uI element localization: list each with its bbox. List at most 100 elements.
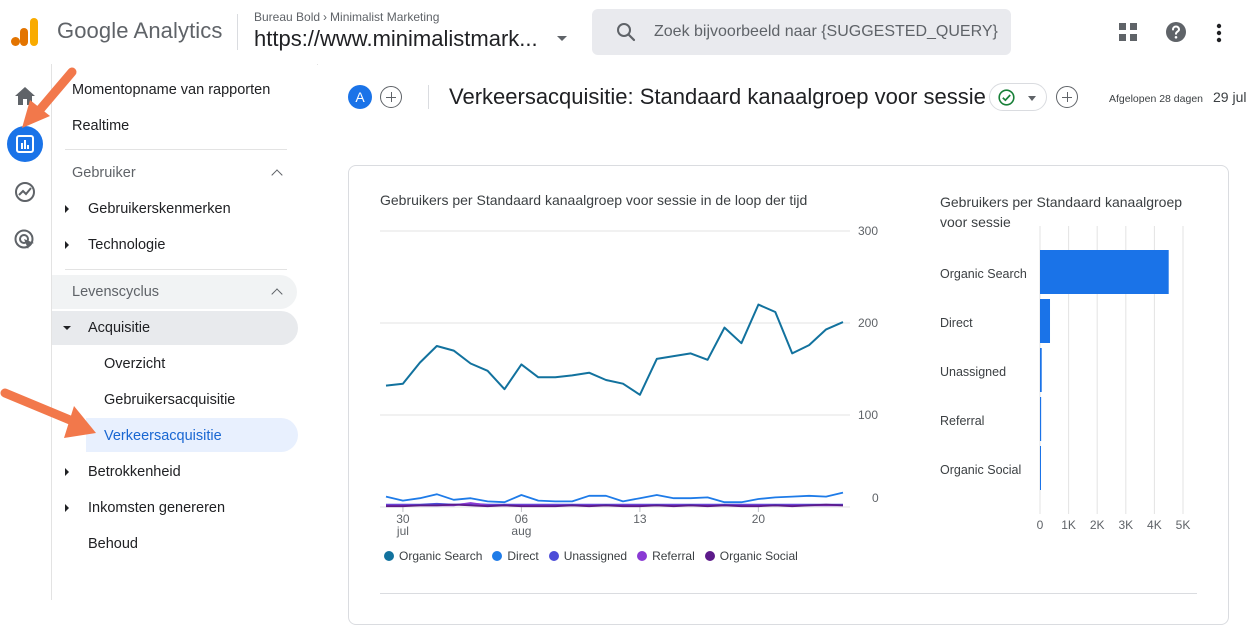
add-filter-plus-icon[interactable] <box>1056 86 1078 108</box>
expand-arrow-icon[interactable] <box>65 468 69 476</box>
date-range-value[interactable]: 29 jul <box>1213 89 1247 105</box>
x-tick-sublabel: aug <box>511 524 531 538</box>
bar-x-tick-label: 4K <box>1147 518 1162 532</box>
legend-label: Organic Social <box>719 549 798 563</box>
legend-item[interactable]: Unassigned <box>548 549 628 563</box>
header-divider <box>428 85 429 109</box>
reports-nav: Momentopname van rapporten Realtime Gebr… <box>52 64 317 600</box>
nav-item-engagement[interactable]: Betrokkenheid <box>88 464 181 480</box>
line-chart-legend: Organic Search Direct Unassigned Referral Or… <box>384 549 798 563</box>
comparison-avatar[interactable]: A <box>348 85 372 109</box>
legend-item[interactable]: Referral <box>637 549 695 563</box>
legend-dot-icon <box>548 551 559 561</box>
series-line-organic-search <box>385 303 844 396</box>
legend-item[interactable]: Organic Search <box>384 549 482 563</box>
reports-bar-chart-icon <box>16 135 34 153</box>
bar-x-tick-label: 1K <box>1061 518 1076 532</box>
legend-dot-icon <box>637 551 648 561</box>
legend-label: Direct <box>507 549 539 563</box>
rail-explore[interactable] <box>9 176 41 208</box>
lifecycle-section-bg <box>52 275 297 309</box>
advertising-target-icon <box>14 229 34 249</box>
help-icon[interactable] <box>1165 21 1187 43</box>
line-chart-title: Gebruikers per Standaard kanaalgroep voo… <box>380 192 808 208</box>
card-divider <box>380 593 1197 594</box>
date-range-label[interactable]: Afgelopen 28 dagen <box>1109 93 1204 105</box>
google-analytics-logo-icon[interactable] <box>10 16 40 48</box>
nav-item-reports-snapshot[interactable]: Momentopname van rapporten <box>72 82 271 98</box>
more-vert-icon[interactable] <box>1216 23 1222 43</box>
chevron-down-icon <box>1028 96 1036 101</box>
bar-x-tick-label: 0 <box>1037 518 1044 532</box>
report-status-dropdown[interactable] <box>989 83 1047 111</box>
y-tick-label: 200 <box>858 316 878 330</box>
add-comparison-plus-icon[interactable] <box>380 86 402 108</box>
bar <box>1040 299 1051 343</box>
nav-item-user-attributes[interactable]: Gebruikerskenmerken <box>88 201 231 217</box>
apps-grid-icon[interactable] <box>1118 22 1138 42</box>
check-circle-icon <box>998 89 1015 106</box>
legend-dot-icon <box>704 551 715 561</box>
x-tick-label: 20 <box>752 512 766 526</box>
bar-x-tick-label: 3K <box>1118 518 1133 532</box>
nav-section-lifecycle[interactable]: Levenscyclus <box>72 284 160 300</box>
property-group-name: Minimalist Marketing <box>330 10 440 24</box>
x-tick-label: 06 <box>515 512 529 526</box>
rail-advertising[interactable] <box>9 224 41 256</box>
y-tick-label: 0 <box>872 491 879 505</box>
property-selector[interactable]: https://www.minimalistmark... <box>254 26 538 51</box>
legend-item[interactable]: Organic Social <box>704 549 798 563</box>
nav-section-user[interactable]: Gebruiker <box>72 165 136 181</box>
nav-divider <box>65 149 287 150</box>
bar <box>1040 250 1169 294</box>
search-box[interactable] <box>592 9 1011 55</box>
account-name: Bureau Bold <box>254 10 321 24</box>
property-dropdown-caret-icon[interactable] <box>557 36 567 41</box>
legend-item[interactable]: Direct <box>492 549 539 563</box>
nav-item-technology[interactable]: Technologie <box>88 237 166 253</box>
bar-category-label: Unassigned <box>940 365 1006 379</box>
search-input[interactable] <box>654 9 1004 55</box>
x-tick-sublabel: jul <box>396 524 409 538</box>
collapse-arrow-icon[interactable] <box>63 326 71 330</box>
nav-item-monetization[interactable]: Inkomsten genereren <box>88 500 226 516</box>
annotation-arrows <box>0 67 96 438</box>
x-tick-label: 30 <box>396 512 410 526</box>
y-tick-label: 100 <box>858 408 878 422</box>
bar-chart-title: Gebruikers per Standaard kanaalgroep voo… <box>940 194 1183 230</box>
nav-item-user-acquisition[interactable]: Gebruikersacquisitie <box>104 392 236 408</box>
x-tick-label: 13 <box>633 512 647 526</box>
explore-trend-icon <box>15 182 35 202</box>
header-divider <box>237 14 238 50</box>
arrow-to-reports-icon <box>22 67 77 128</box>
series-line-direct <box>385 491 844 504</box>
account-breadcrumb[interactable]: Bureau Bold › Minimalist Marketing <box>254 10 439 24</box>
nav-item-traffic-acquisition[interactable]: Verkeersacquisitie <box>104 428 222 444</box>
breadcrumb-separator: › <box>323 10 328 24</box>
legend-dot-icon <box>384 551 394 561</box>
acquisition-row-bg <box>52 311 298 345</box>
bar-x-tick-label: 5K <box>1176 518 1191 532</box>
series-line-organic-social <box>386 503 844 508</box>
legend-label: Unassigned <box>563 549 628 563</box>
legend-label: Organic Search <box>399 549 483 563</box>
nav-divider <box>65 269 287 270</box>
arrow-to-traffic-acquisition-icon <box>0 388 96 438</box>
report-title: Verkeersacquisitie: Standaard kanaalgroe… <box>449 84 986 109</box>
expand-arrow-icon[interactable] <box>65 241 69 249</box>
nav-item-acquisition[interactable]: Acquisitie <box>88 320 151 336</box>
chart-card <box>348 165 1229 625</box>
left-rail <box>0 64 52 600</box>
search-icon <box>617 23 636 42</box>
bar-x-tick-label: 2K <box>1090 518 1105 532</box>
bar-chart[interactable]: 0 1K 2K 3K 4K 5K Organic Search Direct Unassigne… <box>0 0 1250 600</box>
legend-label: Referral <box>652 549 695 563</box>
bar-category-label: Organic Search <box>940 267 1027 281</box>
expand-arrow-icon[interactable] <box>65 205 69 213</box>
expand-arrow-icon[interactable] <box>65 504 69 512</box>
nav-item-retention[interactable]: Behoud <box>88 536 138 552</box>
nav-item-realtime[interactable]: Realtime <box>72 118 130 134</box>
rail-reports[interactable] <box>7 126 43 162</box>
nav-item-overview[interactable]: Overzicht <box>104 356 166 372</box>
